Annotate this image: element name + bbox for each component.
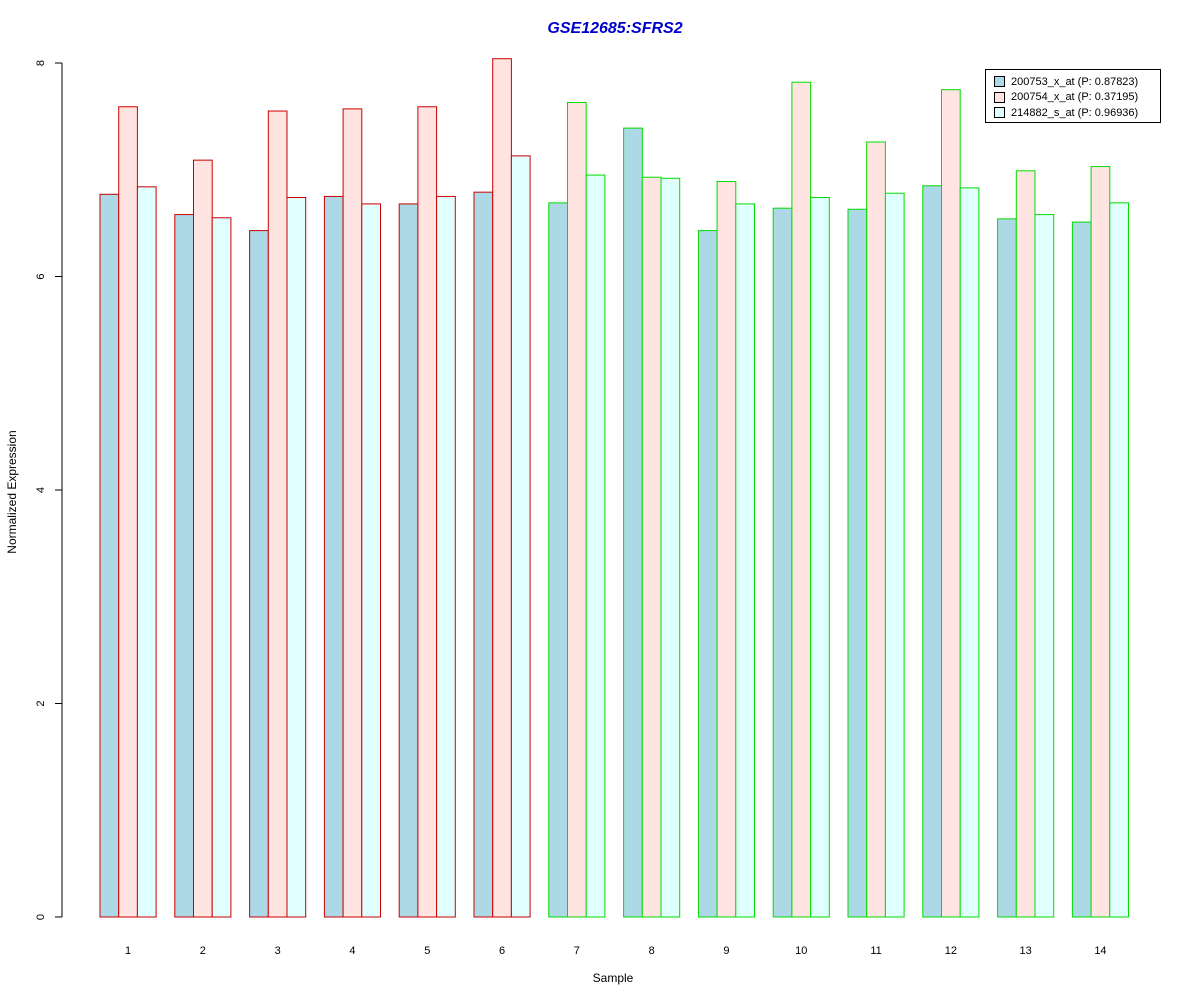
bar: [548, 202, 568, 918]
bar: [922, 185, 942, 918]
bar: [641, 176, 662, 918]
y-tick-label: 2: [35, 700, 47, 706]
x-tick-label: 7: [574, 945, 580, 957]
bar: [1071, 221, 1092, 918]
bar: [772, 207, 793, 918]
x-tick-label: 3: [275, 945, 281, 957]
legend-item: 200753_x_at (P: 0.87823): [994, 74, 1160, 90]
x-tick-label: 4: [349, 945, 355, 957]
bar: [847, 208, 868, 918]
bar: [716, 180, 737, 918]
legend-label: 200753_x_at (P: 0.87823): [1011, 75, 1139, 88]
bar: [136, 186, 157, 918]
bar: [735, 203, 755, 918]
bar: [810, 197, 830, 918]
bar: [884, 192, 905, 918]
bar: [174, 214, 195, 918]
bar: [417, 106, 438, 918]
bar: [286, 197, 307, 918]
x-tick-label: 10: [795, 945, 807, 957]
bar: [473, 191, 494, 918]
x-tick-label: 6: [499, 945, 505, 957]
x-tick-label: 14: [1094, 945, 1106, 957]
bar: [99, 193, 120, 918]
bar: [997, 218, 1017, 918]
bar: [342, 108, 363, 918]
bar: [436, 195, 456, 918]
bar: [249, 230, 269, 918]
legend-item: 214882_s_at (P: 0.96936): [994, 105, 1160, 121]
x-tick-label: 8: [649, 945, 655, 957]
x-tick-label: 13: [1020, 945, 1032, 957]
bar: [1034, 214, 1055, 918]
y-tick-label: 6: [35, 273, 47, 279]
y-tick-label: 4: [35, 487, 47, 493]
y-tick-label: 8: [35, 60, 47, 66]
legend: 200753_x_at (P: 0.87823) 200754_x_at (P:…: [985, 69, 1161, 123]
bar: [118, 106, 138, 918]
bar: [623, 127, 643, 918]
bar: [866, 141, 886, 918]
bar: [323, 195, 344, 918]
bars-group: [99, 58, 1130, 918]
x-tick-label: 11: [870, 945, 881, 957]
bar: [492, 58, 512, 918]
bar: [1090, 166, 1111, 918]
legend-swatch: [994, 91, 1005, 103]
x-tick-label: 2: [200, 945, 206, 957]
bar: [398, 203, 419, 918]
legend-label: 214882_s_at (P: 0.96936): [1011, 106, 1139, 119]
bar: [959, 187, 980, 918]
bar: [660, 177, 681, 918]
bar: [211, 217, 232, 918]
x-tick-label: 12: [945, 945, 957, 957]
bar: [791, 81, 812, 918]
x-axis-label: Sample: [592, 971, 634, 985]
chart-title: GSE12685:SFRS2: [547, 20, 683, 37]
x-tick-label: 1: [125, 945, 131, 957]
bar: [1015, 170, 1036, 918]
bar: [193, 159, 213, 918]
x-tick-label: 5: [424, 945, 430, 957]
y-axis: 0 2 4 6 8: [35, 60, 63, 920]
bar: [567, 101, 587, 918]
y-axis-label: Normalized Expression: [5, 430, 19, 554]
bar: [1109, 202, 1130, 918]
x-tick-label: 9: [723, 945, 729, 957]
legend-label: 200754_x_at (P: 0.37195): [1011, 91, 1139, 104]
bar: [585, 174, 606, 918]
bar: [510, 155, 531, 918]
bar: [361, 203, 381, 918]
bar: [941, 89, 961, 918]
x-tick-labels: 1 2 3 4 5 6 7 8 9 10 11 12 13 14: [125, 945, 1107, 957]
legend-swatch: [994, 107, 1005, 119]
y-tick-label: 0: [35, 914, 47, 920]
bar: [267, 110, 288, 918]
legend-swatch: [994, 76, 1005, 88]
bar: [697, 230, 718, 918]
legend-item: 200754_x_at (P: 0.37195): [994, 90, 1160, 106]
